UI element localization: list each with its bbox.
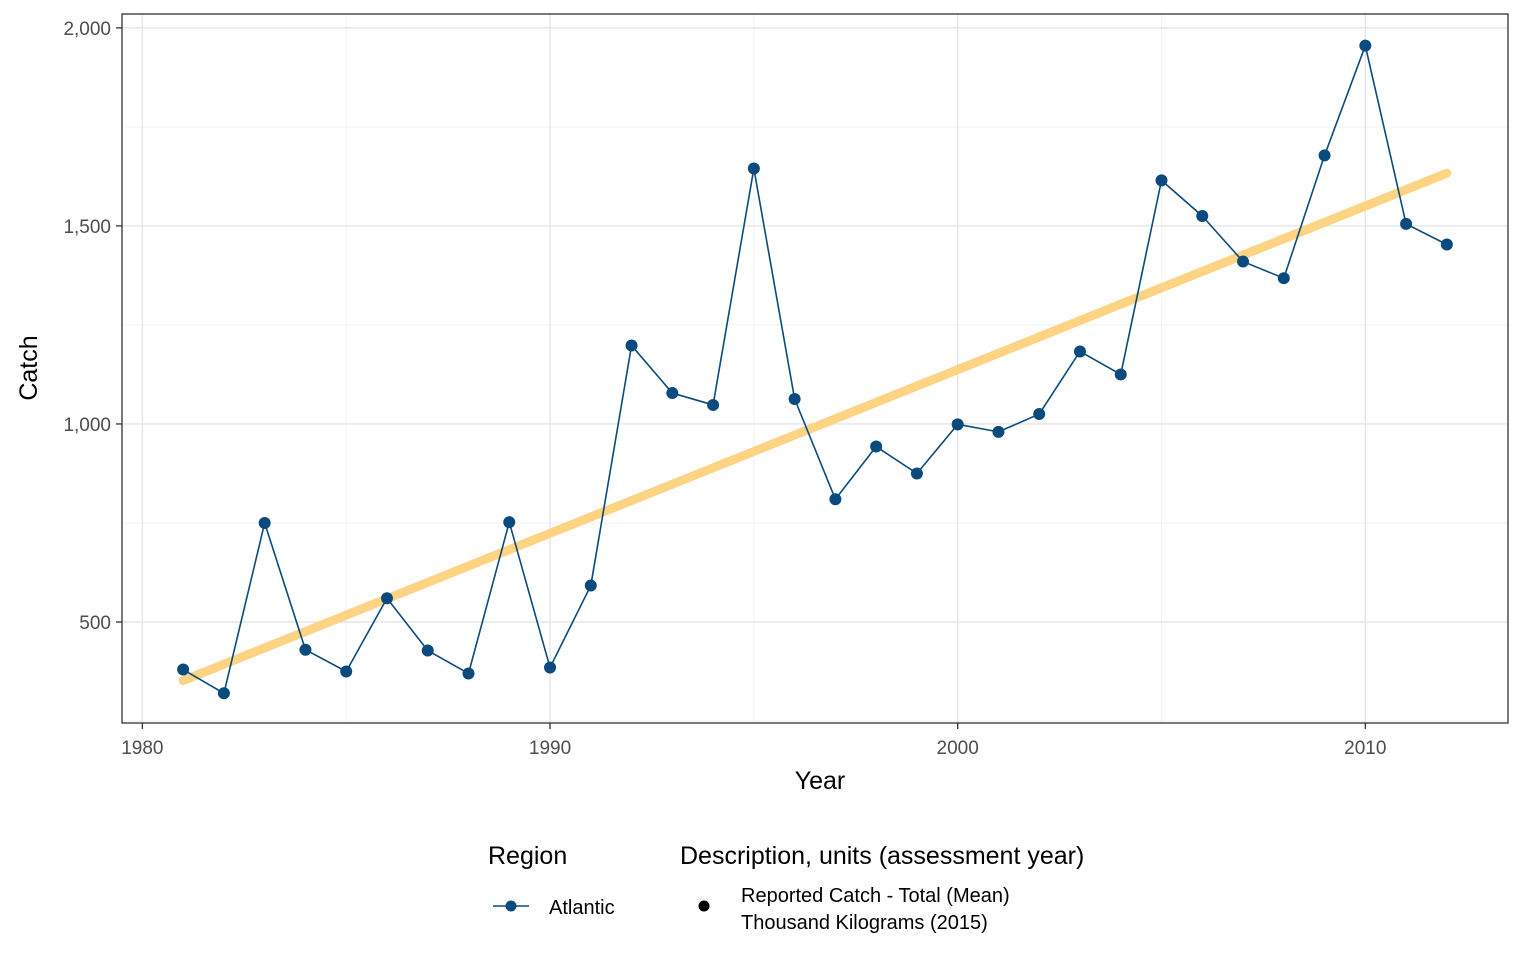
legend: Region Atlantic Description, units (asse… [488, 842, 1084, 934]
data-point-2003 [1073, 345, 1086, 358]
x-axis-title: Year [795, 767, 846, 795]
plot-panel [122, 14, 1508, 723]
data-point-2006 [1196, 210, 1209, 223]
x-tick-label: 1990 [529, 738, 571, 759]
legend-series-point [505, 900, 517, 912]
y-tick-label: 1,000 [63, 415, 111, 436]
plot-border [121, 13, 1509, 724]
data-point-1984 [299, 643, 312, 656]
x-axis: 1980 1990 2000 2010 [121, 723, 1386, 759]
data-point-2000 [951, 418, 964, 431]
data-point-1991 [584, 579, 597, 592]
legend-region-title: Region [488, 842, 567, 870]
data-point-2008 [1277, 272, 1290, 285]
data-point-1982 [217, 687, 230, 700]
y-tick-label: 2,000 [63, 19, 111, 40]
y-tick-label: 1,500 [63, 217, 111, 238]
data-point-2007 [1237, 255, 1250, 268]
data-point-2004 [1114, 368, 1127, 381]
y-tick-label: 500 [79, 613, 111, 634]
data-point-2012 [1440, 238, 1453, 251]
series-line-atlantic [182, 44, 1448, 695]
data-point-1981 [177, 663, 190, 676]
data-point-1996 [788, 392, 801, 405]
data-point-1990 [544, 661, 557, 674]
data-point-1983 [258, 516, 271, 529]
data-point-2009 [1318, 149, 1331, 162]
x-tick-label: 2000 [937, 738, 979, 759]
data-point-2002 [1033, 408, 1046, 421]
minor-gridlines [122, 14, 1508, 723]
data-point-2011 [1400, 217, 1413, 230]
data-point-1995 [747, 162, 760, 175]
legend-description-line1: Reported Catch - Total (Mean) [741, 885, 1010, 907]
data-point-1999 [910, 467, 923, 480]
data-point-1985 [340, 665, 353, 678]
data-point-1998 [870, 440, 883, 453]
x-tick-label: 2010 [1344, 738, 1386, 759]
data-point-1993 [666, 387, 679, 400]
y-axis: 500 1,000 1,500 2,000 [63, 19, 122, 634]
legend-description-title: Description, units (assessment year) [680, 842, 1084, 870]
legend-description-point [698, 900, 710, 912]
data-point-1986 [380, 592, 393, 605]
data-point-1987 [421, 644, 434, 657]
legend-description-line2: Thousand Kilograms (2015) [741, 912, 988, 934]
y-axis-title: Catch [15, 335, 43, 400]
data-point-2001 [992, 425, 1005, 438]
x-tick-label: 1980 [121, 738, 163, 759]
data-point-1994 [707, 398, 720, 411]
data-point-1992 [625, 339, 638, 352]
data-point-1997 [829, 493, 842, 506]
trend-line [178, 168, 1452, 686]
data-point-2005 [1155, 174, 1168, 187]
data-point-1988 [462, 667, 475, 680]
data-point-1989 [503, 516, 516, 529]
legend-region-label: Atlantic [549, 897, 615, 919]
data-point-2010 [1359, 39, 1372, 52]
series-points-atlantic [177, 39, 1453, 700]
